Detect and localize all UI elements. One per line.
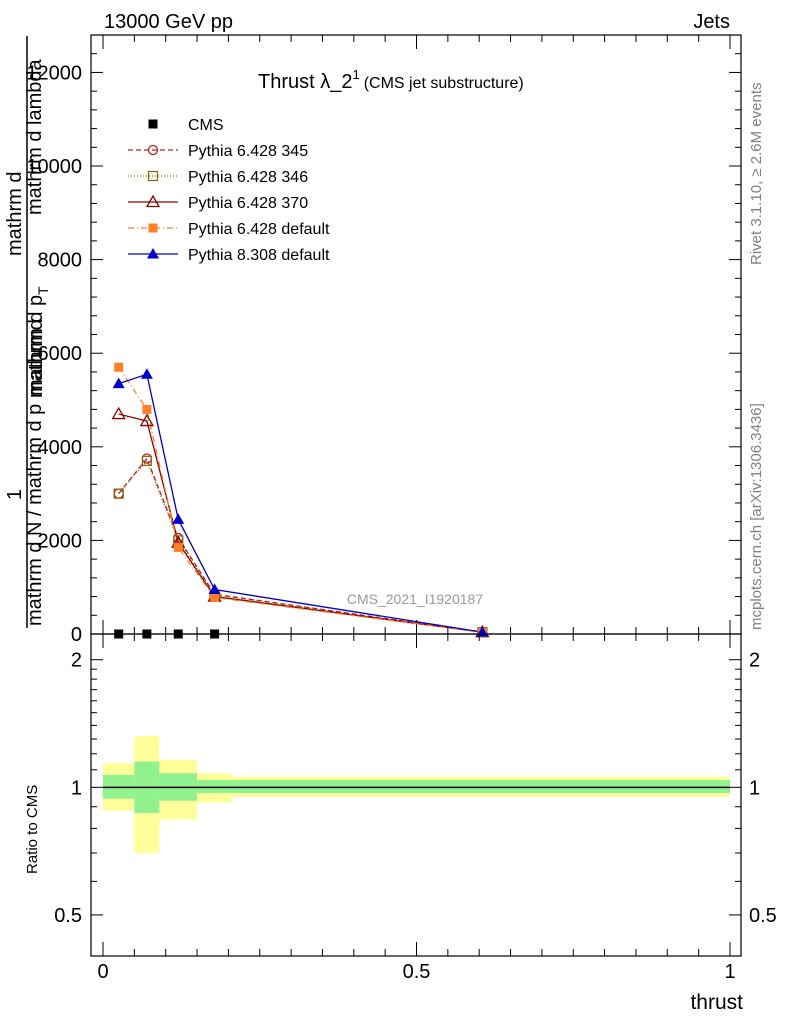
data-point-mc — [172, 513, 185, 524]
ylabel-part-1: 1 — [4, 489, 26, 500]
ratio-inner-band — [231, 780, 730, 793]
analysis-watermark: CMS_2021_I1920187 — [347, 591, 483, 607]
data-point-mc — [113, 488, 124, 499]
data-point-mc — [141, 455, 153, 467]
legend-marker — [147, 144, 159, 156]
ratio-uncertainty-bands — [103, 736, 730, 853]
legend-marker — [145, 194, 161, 208]
ratio-y-tick-label-right: 2 — [749, 650, 760, 672]
rivet-version-label: Rivet 3.1.10, ≥ 2.6M events — [748, 83, 765, 266]
legend: CMS Pythia 6.428 345 Pythia 6.428 346 Pythi… — [128, 117, 330, 264]
ratio-y-tick-label-right: 1 — [749, 777, 760, 799]
chart-title-sup: 1 — [352, 67, 359, 82]
x-axis-label: thrust — [690, 991, 743, 1014]
ratio-y-tick-label: 2 — [71, 650, 82, 672]
legend-entry-label: Pythia 6.428 370 — [188, 195, 308, 212]
data-point-mc — [139, 413, 155, 427]
x-tick-label: 0 — [97, 961, 108, 983]
main-y-tick-label: 6000 — [38, 343, 83, 365]
ylabel-part-2: mathrm d N / mathrm d p — [24, 404, 46, 626]
chart-title: Thrust λ_21 (CMS jet substructure) — [258, 67, 524, 93]
header-energy-label: 13000 GeV pp — [104, 11, 233, 33]
main-y-tick-label: 12000 — [26, 62, 82, 84]
legend-marker — [147, 170, 159, 182]
ylabel-part-3: mathrm d — [4, 172, 26, 256]
data-point-mc — [142, 404, 152, 414]
mcplots-label: mcplots.cern.ch [arXiv:1306.3436] — [748, 403, 765, 630]
main-y-axis-label: 1 mathrm d N / mathrm d p mathrm d mathr… — [4, 36, 51, 628]
ratio-y-tick-label: 0.5 — [54, 905, 82, 927]
chart-title-main: Thrust λ_2 — [258, 71, 352, 93]
ylabel-part-6: mathrm d p — [25, 295, 47, 396]
ratio-inner-band — [197, 780, 232, 793]
data-point-mc — [114, 362, 124, 372]
ratio-x-axis: 0 0.5 1 — [97, 634, 736, 983]
data-point-mc — [173, 542, 183, 552]
ratio-panel: 0.5 0.51 12 2 0 0.5 1 Ratio to CMS thrust — [24, 633, 777, 1014]
main-y-tick-label: 0 — [71, 624, 82, 646]
data-point-mc — [112, 377, 125, 389]
legend-marker — [148, 223, 158, 233]
data-point-mc — [210, 592, 220, 602]
legend-entry-label: Pythia 6.428 default — [188, 221, 330, 238]
ratio-y-axis: 0.5 0.5 1 1 2 2 — [54, 650, 777, 927]
legend-entry-label: Pythia 8.308 default — [188, 247, 330, 264]
main-y-tick-label: 4000 — [38, 437, 83, 459]
ylabel-part-4: mathrm d lambda — [24, 59, 46, 215]
data-point-mc — [140, 368, 153, 379]
ylabel-part-5: mathrmd — [25, 319, 47, 398]
data-point-mc — [111, 406, 126, 420]
main-y-tick-label: 2000 — [38, 530, 83, 552]
legend-marker — [147, 248, 159, 259]
header-jets-label: Jets — [693, 11, 730, 33]
legend-entry-label: CMS — [188, 117, 224, 134]
ylabel-part-7: T — [35, 286, 51, 295]
main-x-ticks — [102, 35, 731, 634]
legend-marker — [148, 119, 158, 129]
chart-title-note: (CMS jet substructure) — [364, 75, 524, 92]
series-line — [118, 457, 483, 633]
ratio-y-tick-label: 1 — [71, 777, 82, 799]
main-y-tick-label: 8000 — [38, 250, 83, 272]
ratio-y-tick-label-right: 0.5 — [749, 905, 777, 927]
data-point-mc — [208, 583, 221, 595]
x-tick-label: 1 — [724, 961, 735, 983]
ratio-y-axis-label: Ratio to CMS — [24, 785, 41, 874]
x-tick-label: 0.5 — [403, 961, 431, 983]
main-y-tick-label: 10000 — [26, 156, 82, 178]
legend-entry-label: Pythia 6.428 346 — [188, 169, 308, 186]
legend-entry-label: Pythia 6.428 345 — [188, 143, 308, 160]
main-y-axis: 0 2000 4000 6000 8000 10000 12000 — [26, 34, 741, 646]
